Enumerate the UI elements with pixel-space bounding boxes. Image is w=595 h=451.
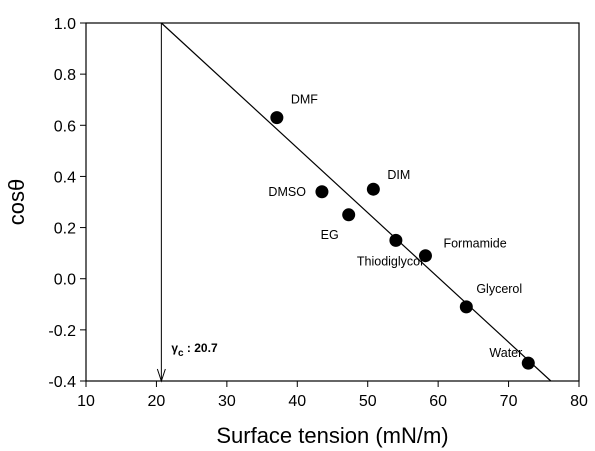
x-tick-label: 80 (570, 393, 588, 410)
data-point-label: Water (489, 346, 522, 360)
data-point (418, 249, 432, 263)
y-tick-label: 0.2 (54, 221, 76, 238)
plot-frame (85, 22, 580, 382)
data-point (315, 185, 329, 199)
x-tick-label: 50 (359, 393, 377, 410)
data-point-label: Thiodiglycol (357, 254, 423, 268)
data-point-label: DIM (387, 168, 410, 182)
y-tick-label: -0.2 (48, 323, 76, 340)
data-point (521, 356, 535, 370)
x-tick-label: 60 (429, 393, 447, 410)
point-labels: DMF DMSO DIM EG Thiodiglycol Formamide Glycero… (268, 93, 522, 360)
fit-line (160, 22, 552, 382)
data-point-label: DMSO (268, 185, 306, 199)
data-point (270, 111, 284, 125)
x-tick-label: 70 (500, 393, 518, 410)
data-point (342, 208, 356, 222)
x-tick-label: 30 (218, 393, 236, 410)
x-tick-label: 10 (77, 393, 95, 410)
data-point-label: Formamide (443, 237, 506, 251)
data-point-label: DMF (291, 93, 318, 107)
y-tick-label: 0.6 (54, 118, 76, 135)
y-tick-label: 0.8 (54, 67, 76, 84)
x-axis-ticks: 10 20 30 40 50 60 70 80 (77, 381, 588, 410)
data-point (389, 233, 403, 247)
y-axis-title: cosθ (4, 179, 29, 225)
y-tick-label: -0.4 (48, 374, 76, 391)
y-tick-label: 1.0 (54, 16, 76, 33)
data-points (270, 111, 535, 370)
y-tick-label: 0.0 (54, 272, 76, 289)
y-axis-ticks: -0.4 -0.2 0.0 0.2 0.4 0.6 0.8 1.0 (48, 16, 86, 391)
x-tick-label: 40 (288, 393, 306, 410)
data-point (459, 300, 473, 314)
data-point (366, 182, 380, 196)
data-point-label: EG (321, 228, 339, 242)
x-axis-title: Surface tension (mN/m) (216, 423, 448, 448)
x-tick-label: 20 (148, 393, 166, 410)
critical-tension-label: γc : 20.7 (171, 341, 218, 359)
data-point-label: Glycerol (476, 282, 522, 296)
y-tick-label: 0.4 (54, 169, 76, 186)
